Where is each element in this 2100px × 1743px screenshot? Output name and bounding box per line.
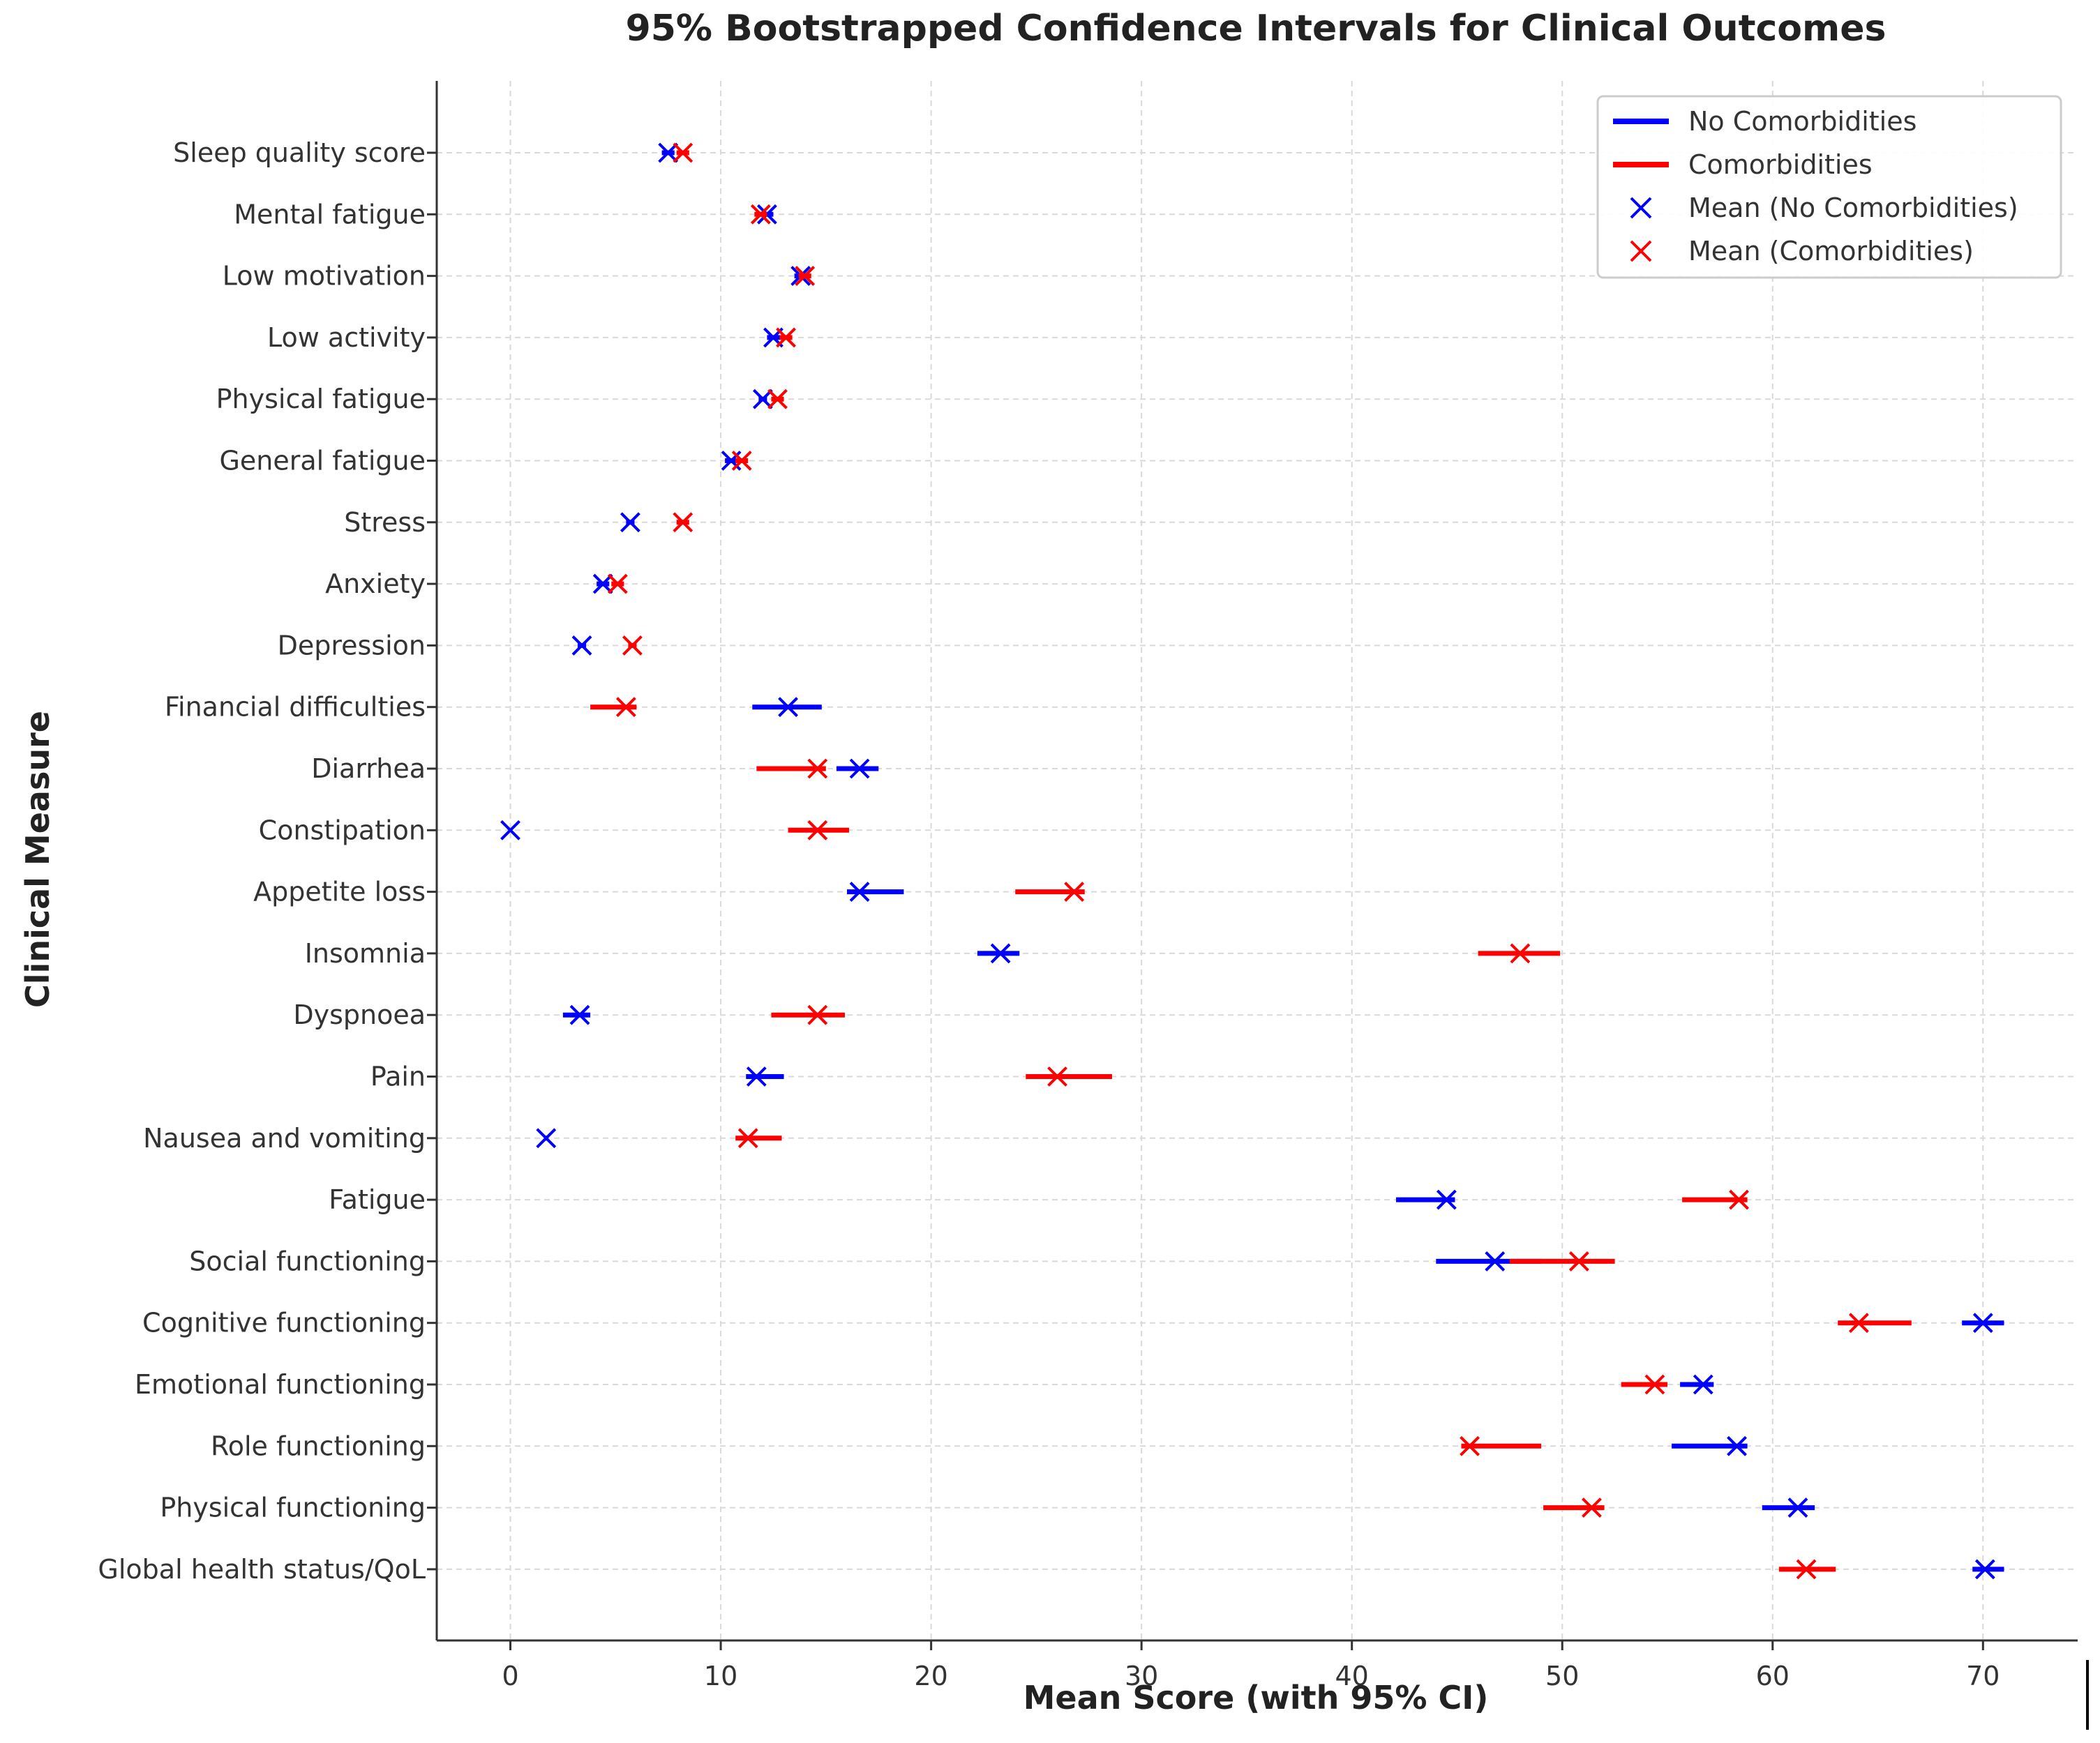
y-tick-label: Anxiety	[325, 568, 426, 599]
mean-marker-no-comorbidities	[500, 820, 520, 840]
y-tick-label: Fatigue	[329, 1184, 426, 1215]
mean-marker-comorbidities	[607, 573, 628, 594]
y-tick-label: Low motivation	[223, 261, 426, 292]
mean-marker-comorbidities	[731, 451, 752, 471]
y-tick-label: Cognitive functioning	[142, 1308, 426, 1338]
mean-marker-no-comorbidities	[569, 1004, 590, 1025]
mean-marker-comorbidities	[1460, 1435, 1480, 1456]
mean-marker-no-comorbidities	[746, 1066, 767, 1087]
y-tick-label: Nausea and vomiting	[143, 1123, 426, 1154]
legend-x-swatch	[1630, 197, 1652, 219]
y-tick-label: Emotional functioning	[135, 1369, 426, 1400]
x-tick-label: 40	[1335, 1661, 1369, 1691]
x-tick-label: 20	[914, 1661, 947, 1691]
y-tick-label: Financial difficulties	[165, 692, 426, 723]
legend-label: Comorbidities	[1688, 149, 1873, 180]
y-tick-label: Social functioning	[189, 1246, 426, 1276]
mean-marker-comorbidities	[807, 758, 828, 779]
mean-marker-comorbidities	[1796, 1559, 1817, 1580]
mean-marker-no-comorbidities	[536, 1128, 557, 1149]
y-tick-label: Pain	[370, 1062, 426, 1092]
mean-marker-no-comorbidities	[752, 388, 773, 409]
x-tick-label: 0	[502, 1661, 518, 1691]
mean-marker-comorbidities	[750, 204, 771, 225]
mean-marker-comorbidities	[767, 388, 788, 409]
x-tick-label: 30	[1125, 1661, 1158, 1691]
y-axis-label: Clinical Measure	[19, 711, 57, 1008]
legend-label: Mean (No Comorbidities)	[1688, 193, 2018, 223]
mean-marker-comorbidities	[807, 820, 828, 840]
mean-marker-comorbidities	[776, 327, 796, 348]
legend-label: Mean (Comorbidities)	[1688, 236, 1974, 266]
y-tick-labels: Sleep quality score Mental fatigue Low mot…	[98, 137, 426, 1585]
mean-marker-no-comorbidities	[1787, 1497, 1808, 1518]
text-cursor-line	[2086, 1660, 2089, 1730]
mean-marker-comorbidities	[673, 512, 693, 533]
y-tick-label: Constipation	[259, 815, 426, 845]
y-tick-label: Physical functioning	[160, 1493, 426, 1523]
mean-marker-no-comorbidities	[592, 573, 613, 594]
y-tick-label: Global health status/QoL	[98, 1554, 426, 1585]
y-tick-label: Sleep quality score	[173, 137, 426, 168]
mean-marker-comorbidities	[1644, 1374, 1665, 1395]
mean-marker-no-comorbidities	[990, 943, 1011, 964]
y-tick-label: Role functioning	[211, 1431, 426, 1461]
y-tick-label: Depression	[278, 630, 426, 661]
x-tick-label: 10	[704, 1661, 737, 1691]
y-tick-label: General fatigue	[219, 446, 426, 476]
grid	[437, 81, 2078, 1640]
legend-box	[1596, 95, 2062, 279]
x-tick-label: 70	[1966, 1661, 2000, 1691]
mean-marker-comorbidities	[737, 1128, 758, 1149]
mean-marker-comorbidities	[807, 1004, 828, 1025]
mean-marker-comorbidities	[1582, 1497, 1602, 1518]
chart-title: 95% Bootstrapped Confidence Intervals fo…	[626, 8, 1887, 50]
mean-marker-comorbidities	[795, 266, 816, 287]
mean-marker-no-comorbidities	[849, 882, 870, 903]
mean-marker-no-comorbidities	[1693, 1374, 1713, 1395]
mean-marker-no-comorbidities	[571, 635, 592, 656]
mean-marker-comorbidities	[1729, 1189, 1749, 1210]
mean-marker-no-comorbidities	[1972, 1313, 1993, 1334]
x-tick-label: 50	[1545, 1661, 1579, 1691]
mean-marker-no-comorbidities	[1436, 1189, 1457, 1210]
mean-marker-comorbidities	[1064, 882, 1085, 903]
y-tick-label: Diarrhea	[311, 753, 426, 784]
mean-marker-comorbidities	[622, 635, 643, 656]
mean-marker-no-comorbidities	[1974, 1559, 1995, 1580]
mean-marker-comorbidities	[1568, 1251, 1589, 1272]
axes	[427, 81, 2078, 1650]
legend-label: No Comorbidities	[1688, 106, 1917, 137]
x-tick-label: 60	[1756, 1661, 1790, 1691]
y-tick-label: Low activity	[267, 322, 426, 353]
x-tick-labels: 0 10 20 30 40 50 60 70	[502, 1661, 2000, 1691]
mean-marker-no-comorbidities	[620, 512, 640, 533]
legend: No Comorbidities Comorbidities Mean (No Co…	[1596, 95, 2062, 279]
mean-marker-no-comorbidities	[658, 142, 679, 163]
legend-x-swatch	[1630, 240, 1652, 262]
mean-marker-comorbidities	[673, 142, 693, 163]
mean-marker-no-comorbidities	[1727, 1435, 1747, 1456]
y-tick-label: Appetite loss	[253, 877, 426, 907]
mean-marker-no-comorbidities	[1485, 1251, 1506, 1272]
mean-marker-comorbidities	[1510, 943, 1531, 964]
mean-marker-comorbidities	[1848, 1313, 1869, 1334]
mean-marker-comorbidities	[615, 697, 636, 718]
y-tick-label: Insomnia	[305, 938, 426, 969]
mean-marker-no-comorbidities	[849, 758, 870, 779]
mean-marker-comorbidities	[1047, 1066, 1067, 1087]
y-tick-label: Stress	[344, 507, 426, 538]
y-tick-label: Dyspnoea	[293, 999, 426, 1030]
mean-marker-no-comorbidities	[778, 697, 798, 718]
y-tick-label: Physical fatigue	[216, 384, 426, 414]
mean-marker-no-comorbidities	[757, 204, 777, 225]
x-axis-label: Mean Score (with 95% CI)	[1023, 1679, 1489, 1716]
data-marks	[500, 142, 2004, 1580]
y-tick-label: Mental fatigue	[234, 199, 426, 229]
